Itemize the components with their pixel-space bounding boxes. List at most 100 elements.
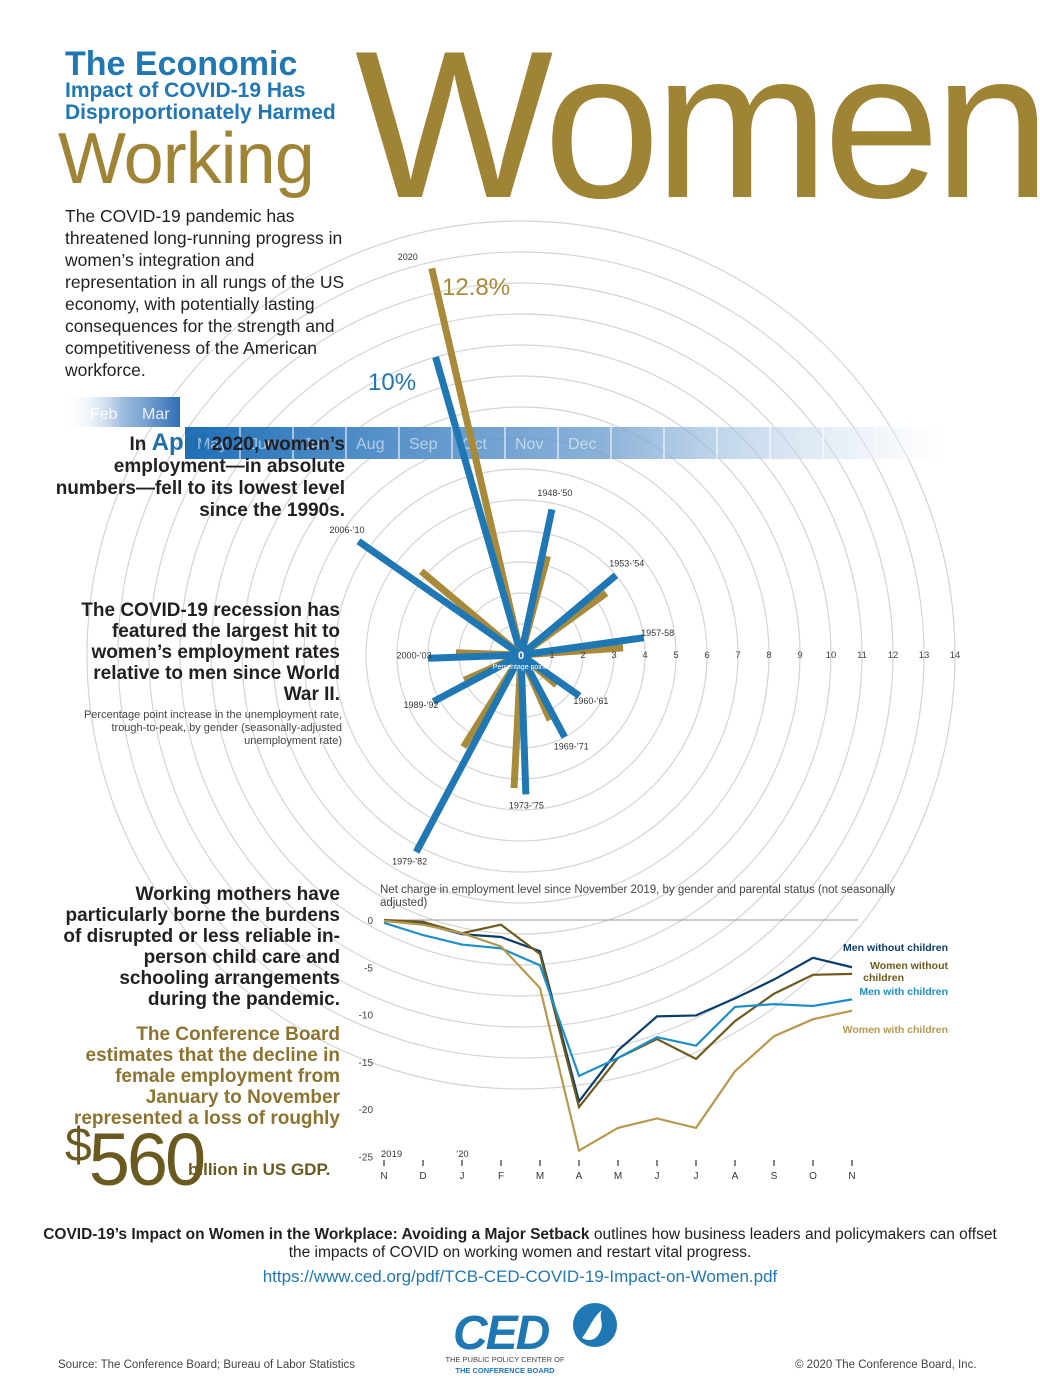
- x-tick: F: [498, 1171, 504, 1182]
- title-word-women: Women: [355, 7, 1040, 242]
- ced-logo-text: CED: [453, 1307, 550, 1360]
- source-note: Source: The Conference Board; Bureau of …: [58, 1359, 356, 1371]
- report-rest: outlines how business leaders and policy…: [288, 1226, 997, 1261]
- ring-tick: 9: [797, 650, 802, 661]
- recession-label: 1989-’92: [404, 700, 439, 710]
- month-label: Sep: [409, 436, 438, 453]
- recession-label: 1969-’71: [554, 741, 589, 751]
- legend-label: Women without: [870, 960, 948, 972]
- year-label: 2019: [381, 1149, 402, 1160]
- ring-tick: 13: [919, 650, 930, 661]
- conference-board-estimate: The Conference Board estimates that the …: [73, 1024, 340, 1129]
- ring-tick: 3: [611, 650, 616, 661]
- spoke-men-2020: [432, 356, 525, 656]
- ring-tick: 4: [642, 650, 647, 661]
- x-tick: A: [732, 1171, 739, 1182]
- month-label: Aug: [356, 436, 384, 453]
- x-tick: O: [809, 1171, 817, 1182]
- report-description: COVID-19’s Impact on Women in the Workpl…: [40, 1226, 1000, 1262]
- x-tick: M: [536, 1171, 544, 1182]
- radial-ring: [396, 530, 646, 780]
- report-link[interactable]: https://www.ced.org/pdf/TCB-CED-COVID-19…: [262, 1267, 778, 1286]
- month-label: Nov: [515, 436, 543, 453]
- ring-tick: 7: [735, 650, 740, 661]
- radial-ring: [179, 313, 863, 997]
- spoke-men-1948-’50: [517, 508, 556, 656]
- radial-zero: 0: [518, 650, 524, 662]
- spoke-men-1969-’71: [517, 653, 568, 739]
- recession-statement: The COVID-19 recession has featured the …: [81, 600, 340, 705]
- y-tick: -5: [364, 963, 373, 974]
- x-tick: N: [380, 1171, 387, 1182]
- x-tick: S: [771, 1171, 778, 1182]
- mothers-statement: Working mothers have particularly borne …: [63, 884, 340, 1010]
- month-band-top: [65, 397, 180, 427]
- y-tick: 0: [367, 916, 373, 927]
- x-tick: M: [614, 1171, 622, 1182]
- gdp-loss-amount: $560: [65, 1117, 206, 1202]
- ring-tick: 5: [673, 650, 678, 661]
- recession-label: 2000-’03: [397, 651, 432, 661]
- recession-label: 1979-’82: [392, 856, 427, 866]
- spoke-men-2006-’10: [356, 538, 524, 658]
- year-label: ’20: [456, 1149, 469, 1160]
- x-tick: J: [655, 1171, 660, 1182]
- x-tick: A: [576, 1171, 583, 1182]
- amount-value: 560: [88, 1118, 206, 1201]
- spoke-men-1979-’82: [413, 653, 525, 854]
- radial-ring: [117, 251, 925, 1059]
- legend-label: children: [863, 972, 904, 984]
- title-line-2: Impact of COVID-19 Has Disproportionatel…: [65, 79, 336, 124]
- billion-label: billion in US GDP.: [188, 1160, 331, 1179]
- y-tick: -25: [359, 1152, 374, 1163]
- x-tick: J: [460, 1171, 465, 1182]
- recession-label: 1948-’50: [537, 488, 572, 498]
- ring-tick: 10: [826, 650, 837, 661]
- ring-tick: 11: [857, 650, 867, 661]
- month-label: Jun: [250, 436, 276, 453]
- y-tick: -20: [359, 1105, 374, 1116]
- spoke-men-1960-’61: [518, 652, 582, 699]
- radial-unit: Percentage points: [493, 664, 550, 671]
- radial-ring: [86, 220, 956, 1090]
- dollar-sign: $: [65, 1119, 92, 1172]
- month-label: Jul: [303, 436, 323, 453]
- legend-label: Women with children: [843, 1024, 948, 1036]
- spoke-men-1973-’75: [517, 654, 530, 795]
- ring-tick: 8: [766, 650, 771, 661]
- recession-label: 1960-’61: [573, 696, 608, 706]
- copyright-note: © 2020 The Conference Board, Inc.: [795, 1359, 977, 1371]
- callout-men-2020: 10%: [368, 369, 416, 396]
- series-line: [383, 918, 853, 1110]
- april-rest: 2020, women’s employment—in absolute num…: [55, 434, 345, 521]
- legend-label: Men without children: [843, 942, 948, 954]
- recession-label: 1953-’54: [609, 558, 644, 568]
- ced-subtitle-1: THE PUBLIC POLICY CENTER OF: [445, 1355, 565, 1364]
- series-line: [383, 919, 853, 1153]
- report-title: COVID-19’s Impact on Women in the Workpl…: [43, 1226, 590, 1243]
- month-label: Feb: [90, 406, 118, 423]
- spoke-men-2000-’03: [427, 651, 522, 662]
- radial-ring: [365, 499, 677, 811]
- month-label: Mar: [142, 406, 170, 423]
- month-label: May: [197, 436, 227, 453]
- recession-label: 1973-’75: [509, 800, 544, 810]
- radial-ring: [210, 344, 832, 966]
- ring-tick: 6: [704, 650, 709, 661]
- torch-icon: [582, 1310, 602, 1340]
- callout-women-2020: 12.8%: [442, 274, 510, 301]
- month-band: [185, 427, 945, 459]
- ced-logo: [573, 1303, 617, 1347]
- x-tick: N: [848, 1171, 855, 1182]
- y-tick: -10: [359, 1011, 374, 1022]
- radial-ring: [272, 406, 770, 904]
- spoke-men-1953-’54: [518, 572, 619, 658]
- y-tick: -15: [359, 1058, 374, 1069]
- radial-ring: [334, 468, 708, 842]
- recession-label: 2020: [398, 252, 418, 262]
- intro-paragraph: The COVID-19 pandemic has threatened lon…: [65, 206, 345, 380]
- ring-tick: 2: [580, 650, 585, 661]
- x-tick: J: [694, 1171, 699, 1182]
